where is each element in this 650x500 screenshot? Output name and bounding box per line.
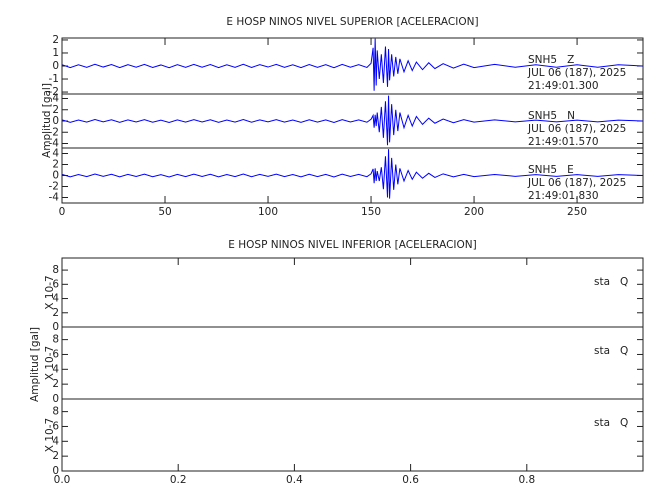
x-tick-label: 0.6 [402, 474, 419, 486]
y-tick-label: 0 [52, 393, 59, 405]
y-tick-label: 6 [52, 420, 59, 432]
x-tick-label: 0.8 [518, 474, 535, 486]
x-tick-label: 0.4 [286, 474, 303, 486]
trace-annotation: JUL 06 (187), 2025 [527, 123, 626, 135]
x-tick-label: 0.2 [170, 474, 187, 486]
panel: 8 6 4 2 0 X 10-7 sta Q [44, 257, 644, 333]
panel-frame [61, 398, 644, 472]
x-tick-label: 150 [361, 206, 381, 218]
panel-y-label: X 10-7 [44, 418, 56, 452]
chart-title: E HOSP NINOS NIVEL SUPERIOR [ACELERACION… [226, 16, 478, 28]
chart-title: E HOSP NINOS NIVEL INFERIOR [ACELERACION… [228, 239, 476, 251]
panel: 8 6 4 2 0 X 10-7 sta Q [44, 398, 644, 477]
trace-annotation: 21:49:01.830 [528, 190, 599, 202]
y-tick-label: 8 [52, 334, 59, 346]
y-tick-label: 2 [52, 450, 59, 462]
trace-annotation: JUL 06 (187), 2025 [527, 177, 626, 189]
y-tick-label: 2 [52, 378, 59, 390]
y-tick-label: 4 [52, 435, 59, 447]
trace-annotation: sta Q [594, 417, 628, 429]
trace-annotation: SNH5 Z [528, 54, 574, 66]
panel-y-label: X 10-7 [44, 346, 56, 380]
y-tick-label: 4 [52, 363, 59, 375]
y-tick-label: 2 [52, 104, 59, 116]
trace-annotation: SNH5 N [528, 110, 575, 122]
panel-y-label: X 10-7 [44, 275, 56, 309]
y-tick-label: 2 [52, 159, 59, 171]
x-tick-label: 200 [464, 206, 484, 218]
y-tick-label: 2 [52, 34, 59, 46]
x-tick-label: 100 [258, 206, 278, 218]
trace-annotation: JUL 06 (187), 2025 [527, 67, 626, 79]
y-tick-label: 0 [52, 465, 59, 477]
panel: 8 6 4 2 0 X 10-7 sta Q [44, 326, 644, 405]
trace-annotation: SNH5 E [528, 164, 574, 176]
y-tick-label: 8 [52, 406, 59, 418]
y-tick-label: -2 [49, 126, 59, 138]
y-tick-label: 4 [52, 148, 59, 160]
trace-annotation: 21:49:01.300 [528, 80, 599, 92]
panel-frame [61, 326, 644, 400]
y-tick-label: 0 [52, 115, 59, 127]
panel-frame [61, 257, 644, 328]
x-tick-label: 50 [158, 206, 171, 218]
y-tick-label: 4 [52, 293, 59, 305]
y-tick-label: -2 [49, 86, 59, 98]
y-tick-label: 2 [52, 307, 59, 319]
y-axis-label: Amplitud [gal] [29, 327, 41, 402]
y-tick-label: 0 [52, 170, 59, 182]
trace-annotation: 21:49:01.570 [528, 136, 599, 148]
y-tick-label: -4 [49, 192, 60, 204]
trace [62, 95, 643, 146]
y-tick-label: 6 [52, 348, 59, 360]
y-tick-label: 1 [52, 47, 59, 59]
y-tick-label: -2 [49, 181, 59, 193]
y-tick-label: 4 [52, 93, 59, 105]
y-tick-label: 0 [52, 60, 59, 72]
y-tick-label: -4 [49, 138, 60, 150]
trace-annotation: sta Q [594, 345, 628, 357]
trace [62, 38, 643, 91]
y-tick-label: 8 [52, 264, 59, 276]
y-tick-label: 6 [52, 278, 59, 290]
y-tick-label: -1 [49, 73, 59, 85]
x-tick-label: 250 [567, 206, 587, 218]
trace [62, 149, 643, 199]
x-tick-label: 0.0 [54, 474, 71, 486]
y-tick-label: 0 [52, 321, 59, 333]
y-axis-label: Amplitud [gal] [41, 83, 53, 158]
trace-annotation: sta Q [594, 276, 628, 288]
x-tick-label: 0 [59, 206, 66, 218]
panel-frame [61, 147, 644, 204]
